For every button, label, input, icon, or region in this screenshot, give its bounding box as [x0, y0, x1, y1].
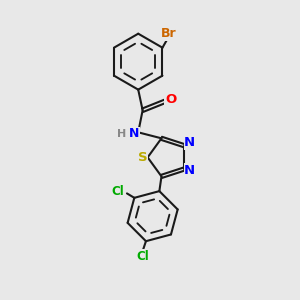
Text: O: O: [165, 93, 176, 106]
Text: N: N: [184, 164, 195, 177]
Text: Br: Br: [160, 27, 176, 40]
Text: S: S: [137, 151, 147, 164]
Text: Cl: Cl: [136, 250, 149, 263]
Text: N: N: [184, 136, 195, 149]
Text: H: H: [117, 129, 127, 139]
Text: Cl: Cl: [112, 185, 124, 198]
Text: N: N: [129, 127, 139, 140]
